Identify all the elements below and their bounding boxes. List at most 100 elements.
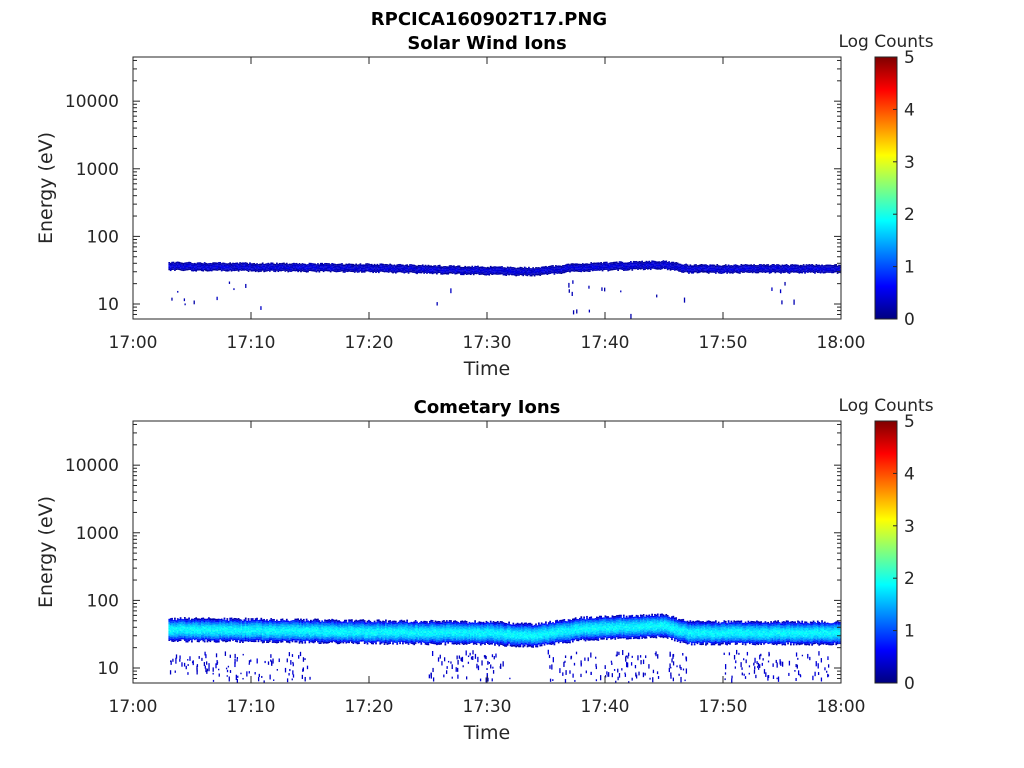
heatmap-cell	[318, 632, 321, 634]
heatmap-cell	[223, 627, 226, 630]
heatmap-cell	[409, 639, 411, 642]
heatmap-cell	[385, 641, 387, 644]
heatmap-cell	[247, 623, 250, 625]
heatmap-cell	[171, 619, 173, 622]
heatmap-cell	[546, 268, 549, 271]
heatmap-cell	[331, 630, 333, 633]
heatmap-cell	[748, 264, 751, 267]
heatmap-cell	[756, 265, 758, 267]
heatmap-cell	[256, 634, 258, 637]
heatmap-cell	[502, 270, 505, 273]
heatmap-cell	[768, 272, 771, 274]
heatmap-cell	[185, 262, 188, 264]
heatmap-cell	[580, 265, 583, 268]
heatmap-cell	[731, 270, 734, 273]
heatmap-cell	[338, 630, 341, 633]
heatmap-cell	[293, 623, 295, 626]
heatmap-cell	[185, 633, 188, 636]
heatmap-cell	[363, 623, 366, 626]
heatmap-cell	[345, 619, 348, 622]
heatmap-cell	[264, 627, 267, 629]
heatmap-cell	[407, 624, 410, 627]
heatmap-cell	[750, 264, 753, 266]
heatmap-cell	[244, 262, 247, 264]
heatmap-cell	[251, 630, 254, 632]
heatmap-cell	[251, 633, 254, 636]
heatmap-cell	[188, 625, 190, 628]
heatmap-cell	[246, 622, 248, 625]
heatmap-cell	[637, 266, 639, 269]
heatmap-cell	[276, 619, 278, 622]
heatmap-cell	[693, 269, 696, 271]
heatmap-cell	[353, 620, 356, 623]
heatmap-cell	[198, 267, 200, 269]
heatmap-cell	[319, 638, 322, 641]
heatmap-cell	[278, 629, 281, 632]
heatmap-cell	[835, 267, 838, 269]
heatmap-cell	[331, 267, 333, 270]
heatmap-cell	[237, 268, 240, 271]
heatmap-cell	[246, 637, 248, 640]
heatmap-cell	[257, 628, 260, 631]
heatmap-cell	[387, 640, 390, 643]
heatmap-cell	[285, 623, 288, 626]
heatmap-cell	[203, 627, 206, 629]
heatmap-cell	[277, 268, 280, 271]
heatmap-cell	[169, 626, 172, 629]
heatmap-cell	[281, 625, 284, 628]
heatmap-cell	[808, 267, 811, 269]
heatmap-cell	[181, 625, 183, 628]
heatmap-cell	[232, 622, 234, 624]
heatmap-cell	[668, 267, 670, 270]
heatmap-cell	[407, 634, 410, 637]
heatmap-cell	[520, 267, 523, 269]
heatmap-cell	[464, 272, 467, 275]
heatmap-cell	[363, 640, 366, 643]
heatmap-cell	[240, 262, 243, 265]
heatmap-cell	[349, 263, 352, 266]
heatmap-cell	[273, 268, 275, 271]
heatmap-cell	[266, 629, 268, 632]
heatmap-cell	[644, 265, 646, 267]
heatmap-cell	[665, 267, 668, 269]
heatmap-cell	[539, 271, 542, 273]
heatmap-cell	[419, 622, 421, 624]
heatmap-cell	[264, 630, 267, 633]
heatmap-cell	[781, 269, 784, 272]
heatmap-cell	[576, 268, 578, 270]
heatmap-cell	[753, 267, 755, 270]
heatmap-cell	[168, 266, 171, 269]
heatmap-cell	[584, 269, 587, 272]
heatmap-cell	[353, 269, 356, 272]
heatmap-cell	[239, 631, 241, 633]
heatmap-cell	[294, 268, 297, 270]
heatmap-cell	[370, 263, 373, 266]
heatmap-cell	[369, 620, 372, 623]
heatmap-cell	[196, 619, 199, 622]
heatmap-cell	[414, 621, 417, 624]
heatmap-cell	[382, 624, 384, 626]
x-tick-label: 17:30	[463, 333, 512, 353]
heatmap-cell	[288, 641, 291, 644]
heatmap-cell	[777, 264, 779, 266]
heatmap-cell	[600, 268, 602, 271]
heatmap-cell	[343, 629, 346, 632]
heatmap-cell	[185, 635, 188, 638]
heatmap-cell	[236, 625, 239, 628]
heatmap-cell	[385, 638, 387, 640]
heatmap-cell	[251, 640, 254, 642]
heatmap-cell	[254, 625, 257, 627]
heatmap-cell	[416, 638, 418, 641]
heatmap-cell	[314, 270, 316, 272]
heatmap-cell	[179, 635, 182, 638]
heatmap-cell	[761, 264, 764, 267]
heatmap-cell	[554, 268, 557, 271]
heatmap-cell	[349, 638, 352, 640]
heatmap-cell	[233, 629, 236, 632]
heatmap-cell	[244, 624, 247, 627]
heatmap-cell	[719, 270, 721, 273]
heatmap-cell	[297, 623, 299, 626]
heatmap-cell	[404, 269, 407, 272]
heatmap-cell	[236, 262, 239, 265]
heatmap-cell	[722, 266, 724, 269]
